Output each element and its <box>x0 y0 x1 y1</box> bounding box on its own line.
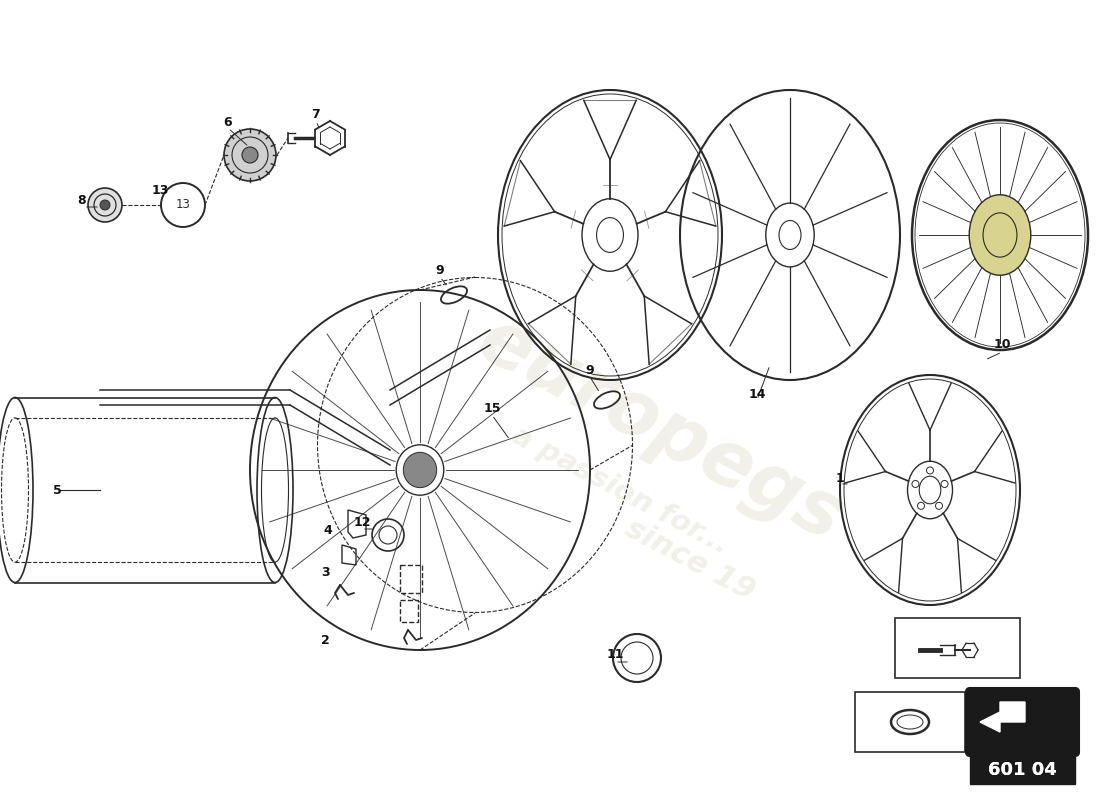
Bar <box>970 756 1075 784</box>
Text: 3: 3 <box>321 566 329 578</box>
Text: 15: 15 <box>483 402 500 414</box>
Bar <box>855 692 965 752</box>
Text: 10: 10 <box>993 338 1011 351</box>
Text: 9: 9 <box>585 363 594 377</box>
Ellipse shape <box>969 194 1031 275</box>
Text: since 19: since 19 <box>620 514 760 606</box>
Text: 7: 7 <box>311 109 320 122</box>
Text: a passion for...: a passion for... <box>506 421 734 559</box>
Bar <box>400 600 418 622</box>
Text: 12: 12 <box>353 515 371 529</box>
Ellipse shape <box>224 129 276 181</box>
Text: 8: 8 <box>78 194 86 206</box>
Ellipse shape <box>242 147 258 163</box>
Text: 6: 6 <box>223 115 232 129</box>
Text: 13: 13 <box>176 198 190 211</box>
Bar <box>400 565 422 593</box>
Ellipse shape <box>88 188 122 222</box>
Text: 4: 4 <box>323 523 332 537</box>
Text: 13: 13 <box>152 183 168 197</box>
Text: 2: 2 <box>320 634 329 646</box>
Text: 601 04: 601 04 <box>988 761 1057 779</box>
Text: 9: 9 <box>436 263 444 277</box>
Text: 5: 5 <box>53 483 62 497</box>
Bar <box>895 618 1020 678</box>
Text: 11: 11 <box>606 649 624 662</box>
Text: 1: 1 <box>836 471 845 485</box>
Text: 14: 14 <box>748 389 766 402</box>
Ellipse shape <box>100 200 110 210</box>
Text: 601 04: 601 04 <box>988 761 1057 779</box>
Text: europegs: europegs <box>465 302 855 558</box>
Polygon shape <box>980 702 1025 732</box>
Ellipse shape <box>404 452 437 488</box>
FancyBboxPatch shape <box>966 688 1079 756</box>
